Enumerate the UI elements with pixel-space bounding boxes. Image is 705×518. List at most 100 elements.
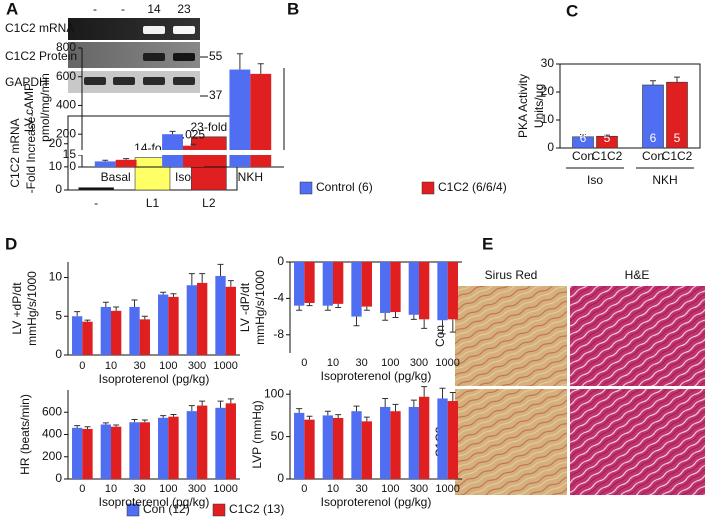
legend-label: C1C2 (6/6/4) [438, 180, 507, 194]
error-bar [131, 418, 138, 423]
x-tick-label: 300 [188, 483, 206, 495]
bar [225, 286, 236, 355]
y-tick-label: 0 [55, 182, 62, 196]
group-label: NKH [652, 173, 677, 187]
bar [82, 428, 93, 479]
y-tick-label: 800 [56, 40, 76, 54]
x-tick-label: 30 [356, 357, 368, 369]
bar [78, 187, 114, 191]
error-bar [236, 53, 243, 70]
x-tick-label: 30 [356, 483, 368, 495]
y-tick-label: 0 [69, 159, 76, 173]
y-tick-label: 0 [55, 471, 62, 485]
bar [437, 398, 448, 479]
bar [197, 405, 208, 479]
size-marker: 55 [209, 49, 223, 63]
x-tick-label: 100 [381, 357, 399, 369]
error-bar [335, 414, 342, 418]
error-bar [382, 397, 389, 407]
bar [129, 306, 140, 355]
y-tick-label: 200 [56, 126, 76, 140]
error-bar [102, 301, 109, 307]
blot-band [143, 26, 165, 34]
y-tick-label: 50 [271, 429, 285, 443]
micrograph [455, 389, 567, 495]
y-axis-label: mmHg/s/1000 [253, 270, 267, 345]
error-bar [227, 280, 234, 287]
bar [361, 262, 372, 307]
error-bar [113, 424, 120, 427]
blot-band [143, 77, 165, 85]
error-bar [449, 392, 456, 402]
y-tick-label: 100 [264, 386, 284, 400]
x-tick-label: 10 [327, 357, 339, 369]
y-tick-label: 0 [277, 254, 284, 268]
y-tick-label: 10 [49, 159, 63, 173]
error-bar [190, 143, 197, 146]
bar [380, 406, 391, 479]
lane-label: 23 [177, 2, 191, 16]
y-tick-label: -4 [273, 291, 284, 305]
bar-label: 6 [650, 131, 657, 145]
error-bar [580, 134, 586, 137]
error-bar [160, 415, 167, 418]
bar [322, 415, 333, 479]
y-tick-label: 10 [541, 112, 555, 126]
error-bar [188, 273, 195, 286]
y-tick-label: 400 [42, 427, 62, 441]
x-tick-label: 300 [410, 357, 428, 369]
bar [139, 319, 150, 355]
error-bar [123, 158, 130, 160]
legend-label: Control (6) [316, 180, 373, 194]
bar [168, 416, 179, 479]
size-marker: 37 [209, 88, 223, 102]
blot-band [84, 77, 106, 85]
bar [333, 262, 344, 304]
bar [186, 285, 197, 355]
x-tick-label: 30 [134, 360, 146, 372]
blot-row-label: C1C2 mRNA [5, 21, 74, 35]
bar [447, 262, 458, 320]
x-tick-label: 0 [301, 357, 307, 369]
error-bar [199, 273, 206, 283]
panel-label: B [287, 0, 299, 18]
error-bar [113, 306, 120, 311]
bar [82, 321, 93, 355]
legend-label: C1C2 (13) [229, 502, 284, 516]
bar [333, 417, 344, 479]
error-bar [141, 315, 148, 320]
y-axis-label: C1C2 mRNA [8, 118, 22, 187]
bar [380, 262, 391, 313]
bar [250, 73, 272, 167]
error-bar [449, 319, 456, 333]
bar [94, 161, 116, 167]
error-bar [169, 130, 176, 135]
y-axis-label: Units/μg [532, 84, 546, 128]
blot-row-label: GAPDH [5, 75, 48, 89]
error-bar [353, 316, 360, 327]
bar [111, 426, 122, 479]
bar [322, 262, 333, 306]
y-axis-label: PKA Activity [516, 74, 530, 138]
x-tick-label: 10 [105, 483, 117, 495]
x-tick-label: Con [642, 149, 664, 163]
error-bar [84, 426, 91, 429]
error-bar [296, 305, 303, 311]
error-bar [335, 303, 342, 308]
y-axis-label: LV -dP/dt [238, 282, 252, 332]
x-tick-label: Con [572, 149, 594, 163]
y-tick-label: 15 [63, 147, 77, 161]
micrograph [455, 286, 567, 386]
bar [229, 69, 251, 167]
lane-label: - [121, 2, 125, 16]
error-bar [363, 416, 370, 422]
error-bar [306, 415, 313, 420]
error-bar [227, 398, 234, 404]
blot-band [143, 53, 165, 61]
x-axis-label: Isoproterenol (pg/kg) [321, 495, 432, 509]
bar [390, 411, 401, 479]
error-bar [439, 320, 446, 335]
y-axis-label: LVP (mmHg) [250, 400, 264, 468]
error-bar [217, 400, 224, 408]
